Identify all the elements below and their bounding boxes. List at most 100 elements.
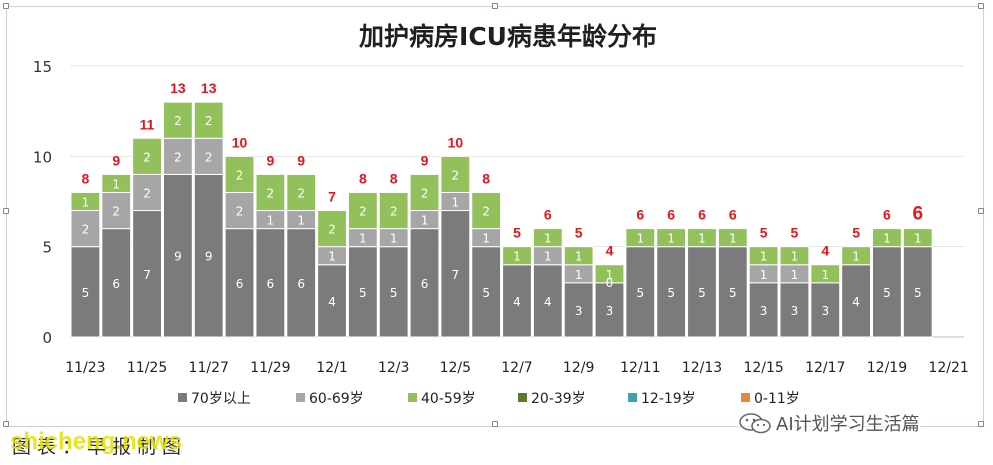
x-tick-label: 12/7 xyxy=(501,360,532,376)
bar-segment xyxy=(193,101,224,139)
x-tick-label: 12/19 xyxy=(867,360,907,376)
bar-total-label: 5 xyxy=(513,225,521,241)
bar-segment xyxy=(255,228,286,338)
legend-label: 60-69岁 xyxy=(309,391,364,407)
bar-total-label: 4 xyxy=(606,243,614,259)
bar-total-label: 6 xyxy=(636,207,644,223)
figure-caption: 图表：早报制图 xyxy=(12,436,188,458)
x-tick-label: 11/23 xyxy=(65,360,105,376)
resize-handle-bottom[interactable] xyxy=(492,421,498,427)
wechat-icon xyxy=(739,413,771,434)
wechat-account-name: AI计划学习生活篇 xyxy=(776,414,920,435)
segment-label: 9 xyxy=(205,250,213,264)
segment-label: 3 xyxy=(606,304,614,318)
resize-handle-top-right[interactable] xyxy=(978,3,984,9)
segment-label: 1 xyxy=(760,250,768,264)
legend-label: 0-11岁 xyxy=(754,391,800,407)
bar-segment xyxy=(162,173,193,338)
segment-label: 0 xyxy=(606,276,614,290)
resize-handle-bottom-right[interactable] xyxy=(978,421,984,427)
segment-label: 6 xyxy=(236,277,244,291)
x-tick-label: 12/9 xyxy=(563,360,594,376)
segment-label: 1 xyxy=(606,268,614,282)
legend-swatch xyxy=(518,393,527,402)
legend-swatch xyxy=(178,393,187,402)
segment-label: 2 xyxy=(174,150,182,164)
bar-segment xyxy=(779,246,810,266)
segment-label: 2 xyxy=(236,168,244,182)
bar-total-label: 9 xyxy=(266,152,274,168)
bar-segment xyxy=(656,246,687,338)
segment-label: 2 xyxy=(205,150,213,164)
segment-label: 5 xyxy=(390,286,398,300)
segment-label: 1 xyxy=(821,268,829,282)
segment-label: 2 xyxy=(143,186,151,200)
resize-handle-left[interactable] xyxy=(3,208,9,214)
bar-total-label: 5 xyxy=(791,225,799,241)
x-tick-label: 12/1 xyxy=(316,360,347,376)
bar-segment xyxy=(132,210,162,338)
bar-segment xyxy=(902,228,933,248)
segment-label: 6 xyxy=(267,277,275,291)
bar-total-label: 5 xyxy=(575,225,583,241)
segment-label: 6 xyxy=(112,277,120,291)
bar-total-label: 9 xyxy=(297,152,305,168)
bar-segment xyxy=(409,228,440,338)
segment-label: 3 xyxy=(760,304,768,318)
y-tick-label: 10 xyxy=(33,148,52,166)
bar-segment xyxy=(224,228,255,338)
bar-total-label: 13 xyxy=(170,80,186,96)
bar-segment xyxy=(841,264,872,338)
bar-total-label: 11 xyxy=(140,116,155,132)
bar-segment xyxy=(502,246,532,266)
bar-segment xyxy=(347,191,378,230)
bar-segment xyxy=(502,264,532,338)
resize-handle-top-left[interactable] xyxy=(3,3,9,9)
segment-label: 5 xyxy=(883,286,891,300)
segment-label: 1 xyxy=(636,232,644,246)
resize-handle-right[interactable] xyxy=(978,208,984,214)
segment-label: 2 xyxy=(328,223,336,237)
bar-segment xyxy=(162,137,193,175)
resize-handle-bottom-left[interactable] xyxy=(3,421,9,427)
segment-label: 5 xyxy=(82,286,90,300)
x-tick-label: 12/5 xyxy=(440,360,471,376)
bar-segment xyxy=(471,191,502,230)
bar-segment xyxy=(132,137,162,175)
legend-swatch xyxy=(741,393,750,402)
bar-segment xyxy=(532,228,563,248)
bar-segment xyxy=(440,155,471,193)
bar-total-label: 10 xyxy=(448,134,464,150)
resize-handle-top[interactable] xyxy=(492,3,498,9)
segment-label: 5 xyxy=(482,286,490,300)
x-tick-label: 12/15 xyxy=(743,360,783,376)
segment-label: 1 xyxy=(575,268,583,282)
x-tick-label: 11/29 xyxy=(250,360,290,376)
segment-label: 2 xyxy=(112,205,120,219)
segment-label: 2 xyxy=(359,205,367,219)
segment-label: 1 xyxy=(791,268,799,282)
segment-label: 9 xyxy=(174,250,182,264)
bar-segment xyxy=(101,173,132,193)
bar-segment xyxy=(162,101,193,139)
segment-label: 1 xyxy=(328,250,336,264)
segment-label: 1 xyxy=(112,177,120,191)
segment-label: 1 xyxy=(698,232,706,246)
legend-swatch xyxy=(628,393,637,402)
bar-segment xyxy=(872,246,902,338)
bar-segment xyxy=(70,191,101,212)
segment-label: 1 xyxy=(267,214,275,228)
bar-segment xyxy=(101,228,132,338)
segment-label: 1 xyxy=(513,250,521,264)
legend-label: 70岁以上 xyxy=(191,391,251,407)
segment-label: 1 xyxy=(297,214,305,228)
segment-label: 1 xyxy=(421,214,429,228)
segment-label: 5 xyxy=(729,286,737,300)
segment-label: 7 xyxy=(452,268,460,282)
bar-segment xyxy=(810,264,841,284)
segment-label: 2 xyxy=(390,205,398,219)
bar-total-label: 6 xyxy=(883,207,891,223)
bar-segment xyxy=(317,264,347,338)
bar-segment xyxy=(132,173,162,212)
segment-label: 2 xyxy=(421,186,429,200)
